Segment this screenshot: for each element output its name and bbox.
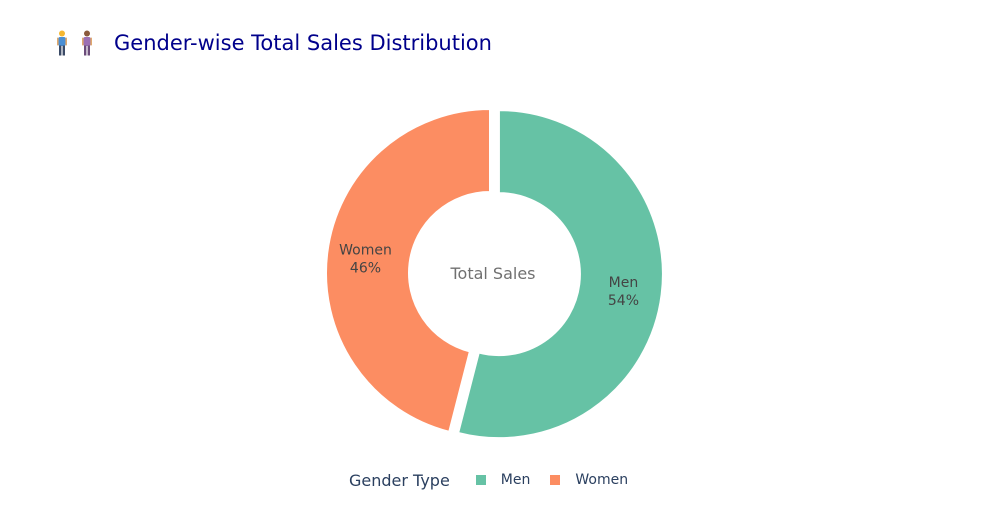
legend-title: Gender Type xyxy=(349,470,450,490)
legend-item-men[interactable]: Men xyxy=(475,472,531,488)
slice-men[interactable] xyxy=(456,109,664,440)
woman-standing-icon xyxy=(82,30,92,56)
legend-label-women: Women xyxy=(575,472,629,488)
legend-swatch-men xyxy=(475,475,486,485)
slice-label-women: Women 46% xyxy=(339,242,392,276)
slice-women[interactable] xyxy=(325,107,491,434)
legend-item-women[interactable]: Women xyxy=(550,472,628,488)
chart-title: Gender-wise Total Sales Distribution xyxy=(114,31,492,55)
chart-title-row: Gender-wise Total Sales Distribution xyxy=(56,28,492,58)
slice-label-men: Men 54% xyxy=(608,275,639,309)
legend: Gender Type Men Women xyxy=(349,469,648,491)
legend-label-men: Men xyxy=(500,472,531,488)
center-annotation: Total Sales xyxy=(449,264,535,283)
legend-swatch-women xyxy=(550,475,561,485)
man-standing-icon xyxy=(57,30,67,56)
